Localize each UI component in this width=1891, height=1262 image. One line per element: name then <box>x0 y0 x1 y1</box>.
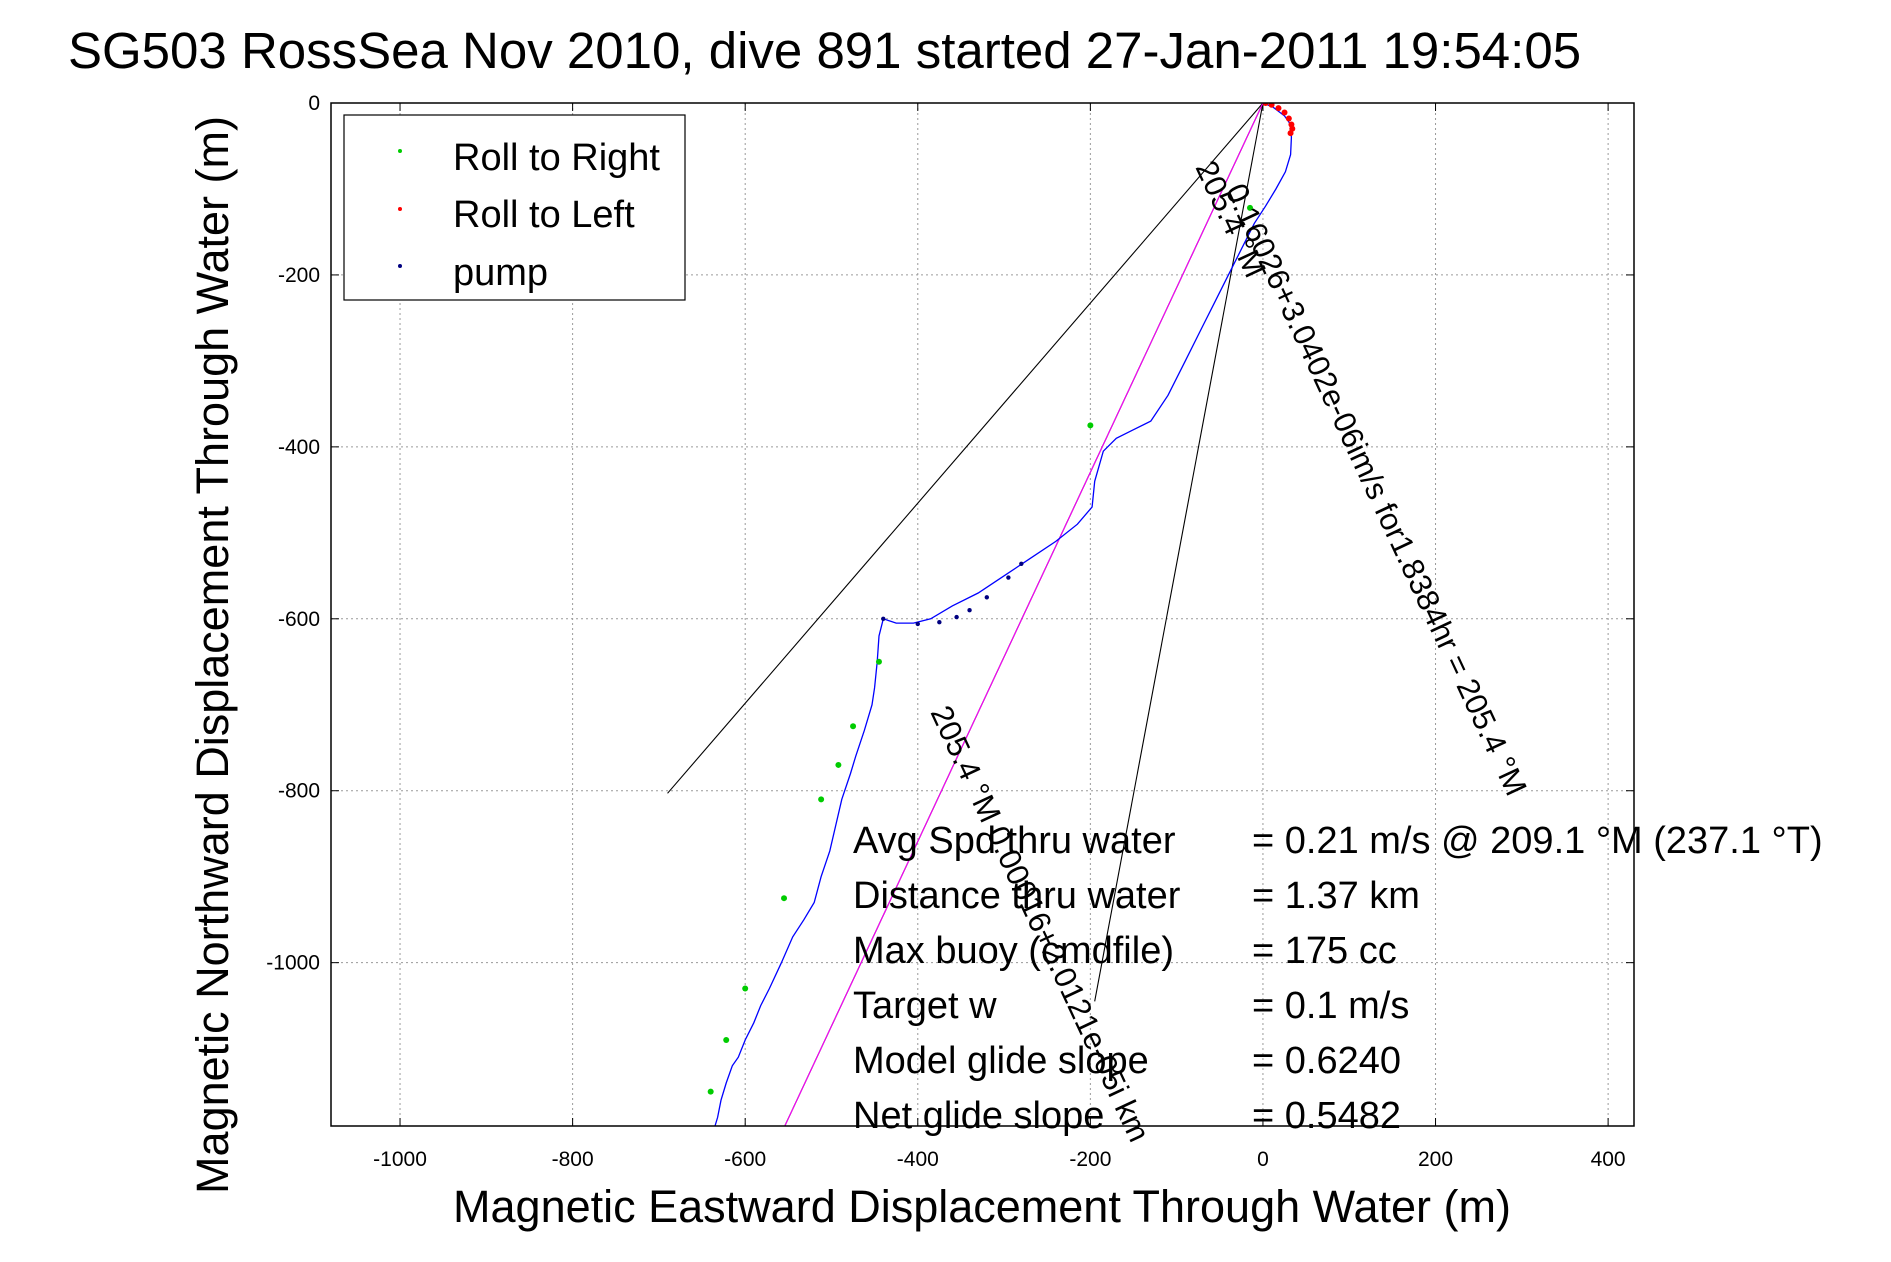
roll-right-point <box>835 761 842 768</box>
pump-point <box>1006 575 1011 580</box>
stat-value-target-w: = 0.1 m/s <box>1252 985 1409 1027</box>
roll-left-point <box>1275 105 1282 112</box>
stat-value-max-buoy: = 175 cc <box>1252 930 1397 972</box>
pump-point <box>967 608 972 613</box>
y-tick-label: -200 <box>278 264 320 287</box>
x-tick-label: 400 <box>1591 1148 1626 1171</box>
roll-left-point <box>1281 109 1288 116</box>
roll-left-point <box>1268 103 1275 108</box>
pump-point <box>1019 561 1024 566</box>
pump-point <box>915 621 920 627</box>
roll-right-point <box>818 796 825 803</box>
y-axis-label: Magnetic Northward Displacement Through … <box>187 116 238 1194</box>
roll-left-point <box>1287 130 1294 137</box>
roll-right-point <box>723 1037 730 1044</box>
roll-right-point <box>1087 422 1094 429</box>
track-line <box>714 103 1293 1126</box>
plot-border <box>330 102 1635 1127</box>
roll-right-point <box>1247 204 1254 211</box>
roll-right-point <box>742 985 749 992</box>
x-axis-ticks: -1000 -800 -600 -400 -200 0 200 400 <box>373 103 1626 1171</box>
legend-marker-pump <box>398 264 402 268</box>
pump-point <box>881 616 886 621</box>
reference-line <box>1094 103 1264 1002</box>
x-tick-label: 0 <box>1257 1148 1269 1171</box>
y-tick-label: 0 <box>308 92 320 115</box>
legend-label-roll-left: Roll to Left <box>453 194 635 236</box>
legend-marker-roll-right <box>398 149 402 153</box>
roll-right-point <box>875 658 882 665</box>
stat-label-model-glide: Model glide slope <box>853 1040 1149 1082</box>
pump-point <box>954 614 959 620</box>
roll-right-points <box>707 204 1254 1095</box>
pump-point <box>984 595 990 600</box>
y-tick-label: -1000 <box>266 952 320 975</box>
legend: Roll to Right Roll to Left pump <box>343 114 686 301</box>
x-tick-label: -600 <box>724 1148 766 1171</box>
roll-right-point <box>781 895 788 902</box>
x-tick-label: -400 <box>897 1148 939 1171</box>
plot-content <box>667 103 1296 1126</box>
stat-label-distance: Distance thru water <box>853 875 1181 917</box>
stat-value-distance: = 1.37 km <box>1252 875 1420 917</box>
reference-lines <box>667 103 1264 1126</box>
x-axis-label: Magnetic Eastward Displacement Through W… <box>453 1181 1511 1232</box>
roll-right-point <box>850 723 857 730</box>
stat-label-net-glide: Net glide slope <box>853 1095 1104 1137</box>
pump-point <box>937 620 942 625</box>
stat-label-avg-speed: Avg Spd thru water <box>853 820 1176 862</box>
stat-value-model-glide: = 0.6240 <box>1252 1040 1401 1082</box>
x-tick-label: -200 <box>1069 1148 1111 1171</box>
legend-label-roll-right: Roll to Right <box>453 137 660 179</box>
legend-label-pump: pump <box>453 252 548 294</box>
stats-block: Avg Spd thru water = 0.21 m/s @ 209.1 °M… <box>853 820 1823 1137</box>
chart-title: SG503 RossSea Nov 2010, dive 891 started… <box>68 22 1581 79</box>
pump-points <box>881 561 1024 627</box>
x-tick-label: 200 <box>1418 1148 1453 1171</box>
stat-value-avg-speed: = 0.21 m/s @ 209.1 °M (237.1 °T) <box>1252 820 1823 862</box>
y-tick-label: -400 <box>278 436 320 459</box>
y-axis-ticks: 0 -200 -400 -600 -800 -1000 <box>266 92 1634 975</box>
x-tick-label: -1000 <box>373 1148 427 1171</box>
legend-marker-roll-left <box>398 207 402 211</box>
y-tick-label: -800 <box>278 780 320 803</box>
y-tick-label: -600 <box>278 608 320 631</box>
x-tick-label: -800 <box>552 1148 594 1171</box>
stat-label-max-buoy: Max buoy (cmdfile) <box>853 930 1174 972</box>
roll-right-point <box>707 1088 714 1095</box>
roll-left-point <box>1285 115 1292 122</box>
reference-line <box>667 103 1264 794</box>
stat-label-target-w: Target w <box>853 985 997 1027</box>
reference-line <box>784 103 1264 1126</box>
stat-value-net-glide: = 0.5482 <box>1252 1095 1401 1137</box>
